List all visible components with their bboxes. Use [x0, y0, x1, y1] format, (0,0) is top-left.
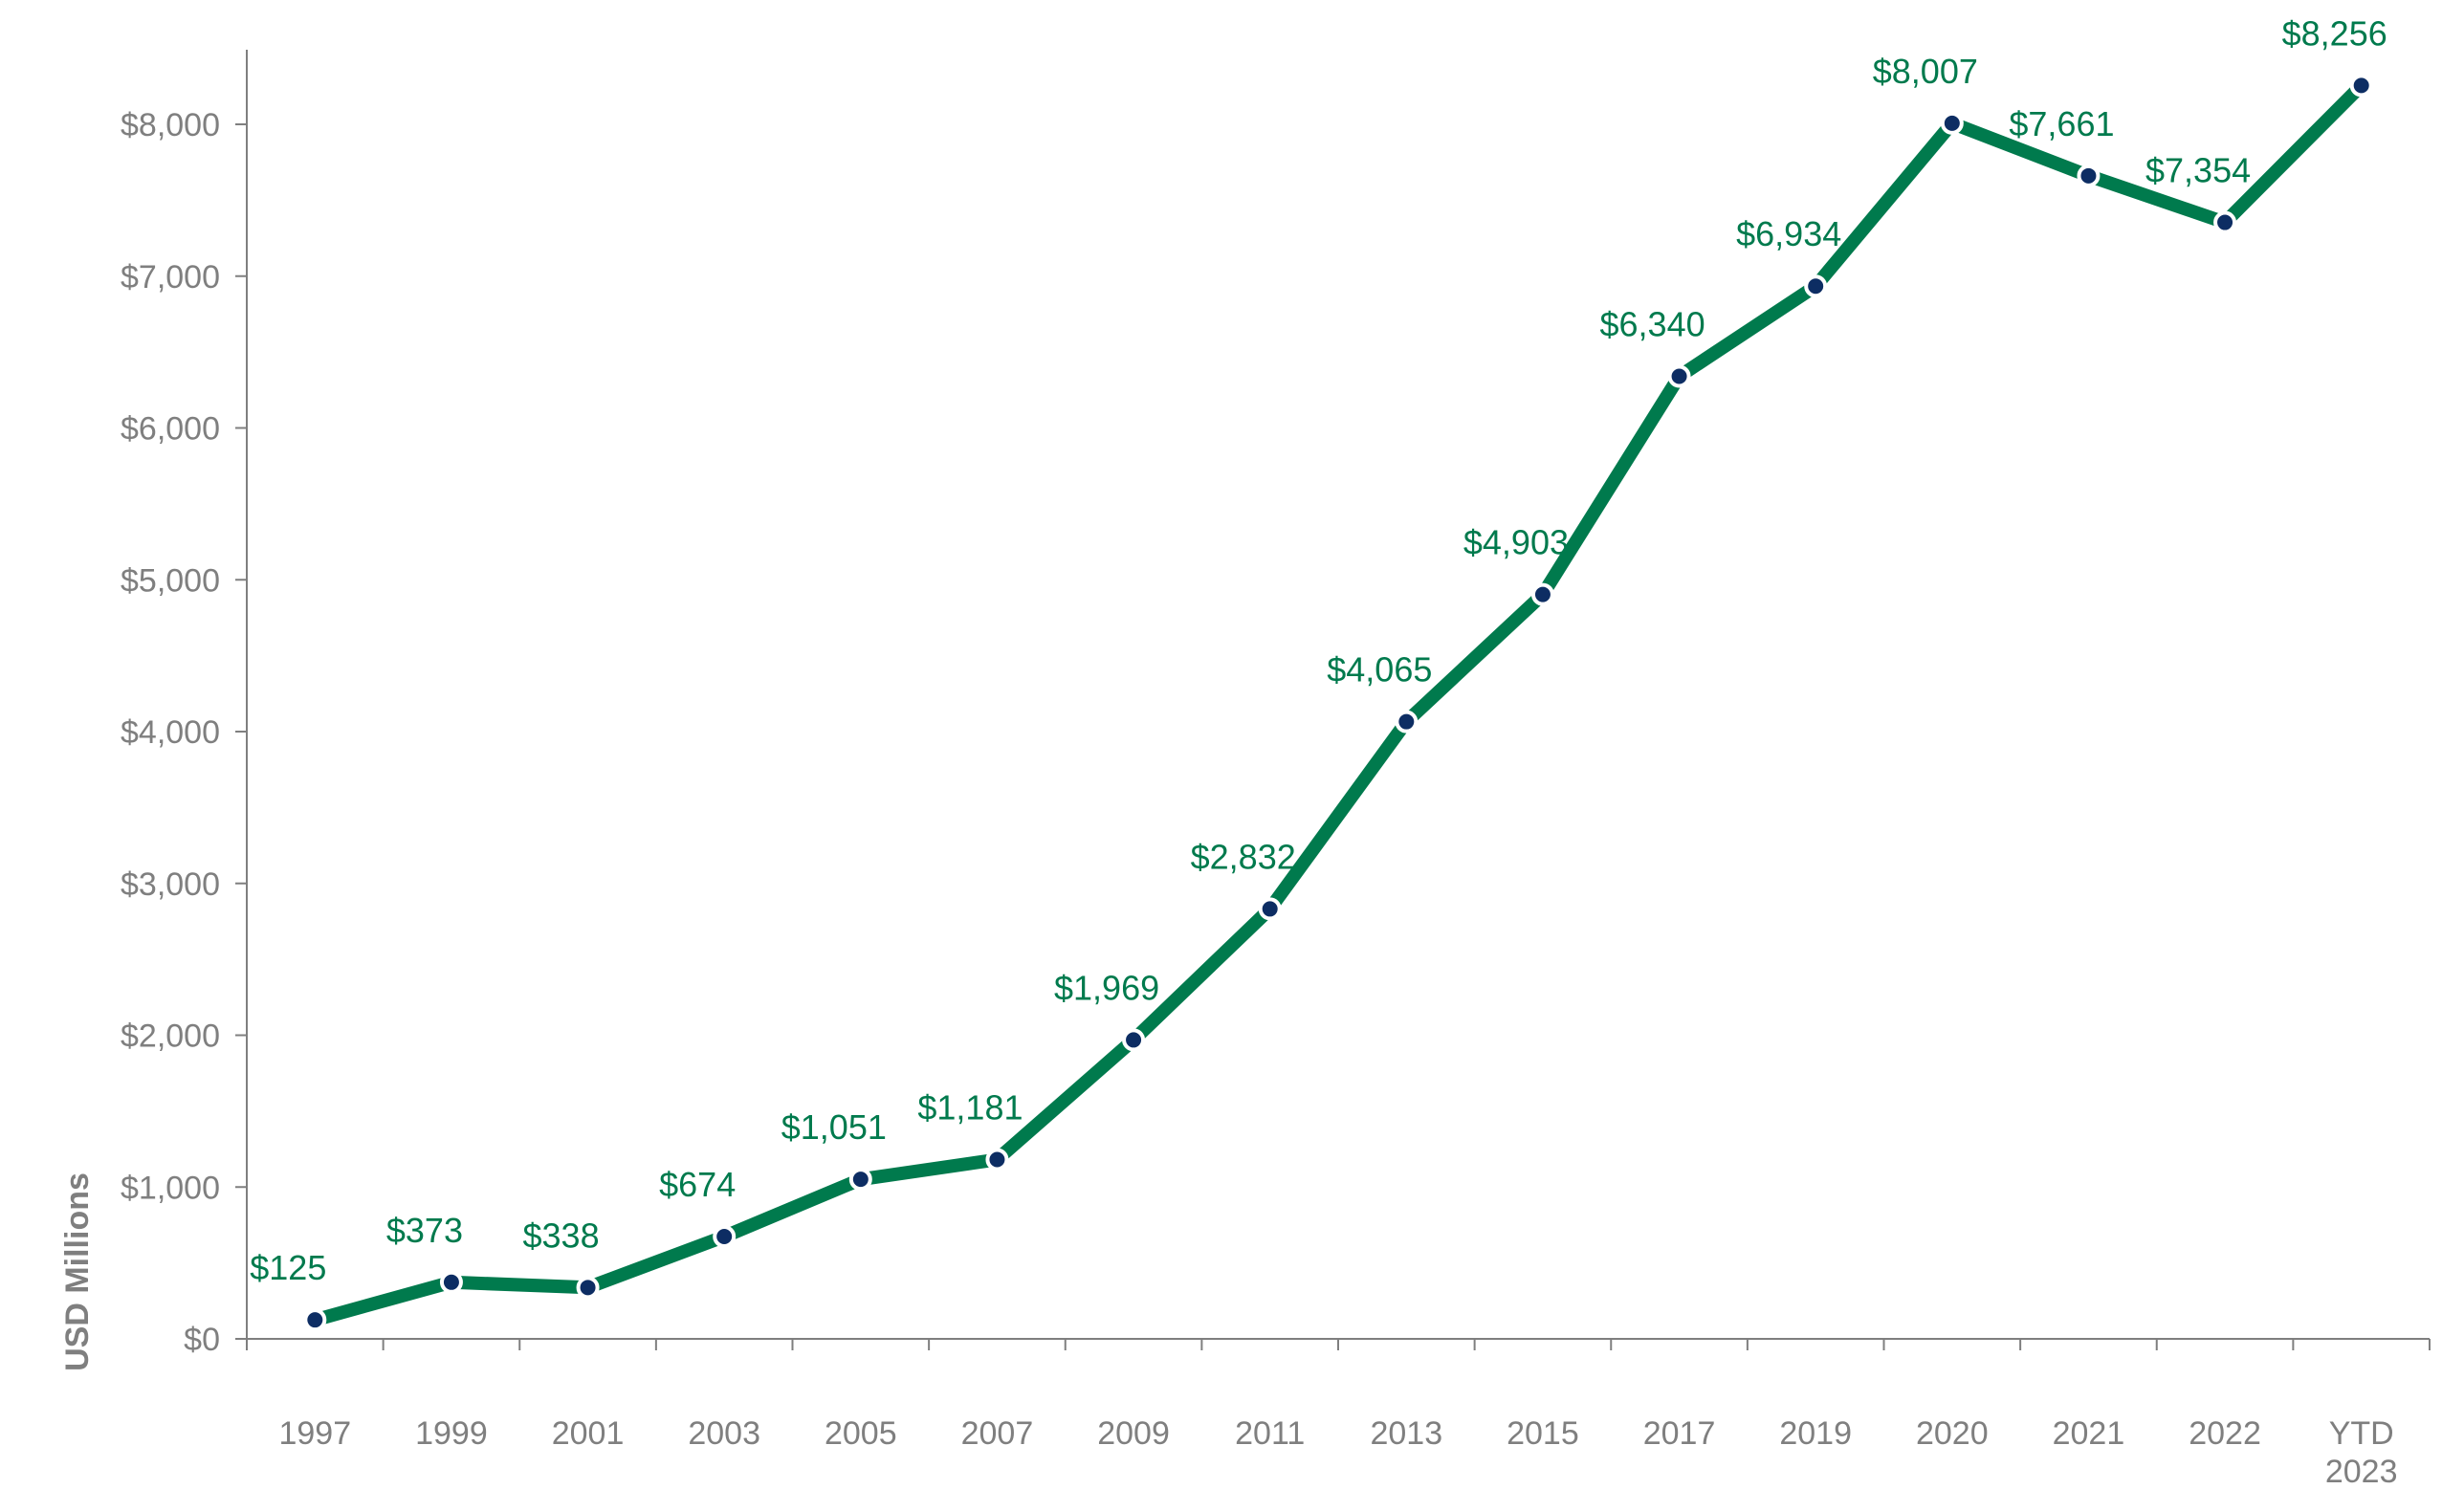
x-tick-label-line: 2015: [1507, 1415, 1579, 1452]
x-tick-label-line: 2020: [1916, 1415, 1989, 1452]
data-point: [576, 1276, 600, 1300]
data-point: [985, 1148, 1009, 1172]
data-label: $6,340: [1600, 305, 1705, 344]
data-label: $7,661: [2009, 104, 2114, 143]
x-tick-label: 2021: [2053, 1415, 2125, 1452]
x-tick-label-line: 2005: [825, 1415, 897, 1452]
x-tick-label: 2019: [1779, 1415, 1852, 1452]
data-point: [2349, 74, 2373, 98]
x-tick-label-line: YTD: [2329, 1415, 2394, 1452]
y-axis: $0 $1,000 $2,000 $3,000 $4,000 $5,000 $6,000 $7…: [121, 50, 248, 1358]
data-label: $2,832: [1191, 837, 1296, 876]
x-tick-label: YTD 2023: [2325, 1415, 2398, 1490]
data-label: $8,256: [2282, 13, 2387, 53]
data-label: $125: [250, 1248, 326, 1287]
data-label: $1,051: [781, 1107, 887, 1147]
data-point: [713, 1225, 737, 1249]
data-point: [1940, 111, 1964, 135]
x-tick-label-line: 2022: [2189, 1415, 2261, 1452]
data-label: $1,969: [1054, 968, 1159, 1007]
data-point: [1395, 710, 1419, 734]
x-tick-label-line: 2021: [2053, 1415, 2125, 1452]
y-tick-label: $6,000: [121, 411, 220, 448]
x-tick-label-line: 2001: [552, 1415, 625, 1452]
data-label: $6,934: [1736, 214, 1841, 253]
y-tick-label: $7,000: [121, 259, 220, 296]
x-tick-label-line: 2023: [2325, 1454, 2398, 1490]
data-point: [2077, 164, 2101, 187]
x-tick-label: 2015: [1507, 1415, 1579, 1452]
y-axis-title: USD Millions: [59, 1172, 96, 1371]
data-label: $674: [659, 1165, 736, 1204]
x-tick-label: 2005: [825, 1415, 897, 1452]
x-tick-label-line: 2013: [1370, 1415, 1442, 1452]
x-tick-label-line: 2007: [961, 1415, 1034, 1452]
data-label: $1,181: [917, 1088, 1023, 1128]
data-label: $4,903: [1463, 523, 1569, 562]
x-tick-label: 1999: [415, 1415, 488, 1452]
x-tick-label: 2011: [1235, 1415, 1305, 1452]
data-labels: $125 $373 $338 $674 $1,051 $1,181 $1,969 $2,832…: [250, 13, 2387, 1287]
y-tick-label: $1,000: [121, 1170, 220, 1206]
x-tick-label: 1997: [278, 1415, 351, 1452]
x-tick-label: 2013: [1370, 1415, 1442, 1452]
x-tick-label: 2003: [688, 1415, 760, 1452]
x-tick-label-line: 1999: [415, 1415, 488, 1452]
data-point: [848, 1168, 872, 1192]
x-tick-label: 2017: [1643, 1415, 1716, 1452]
data-label: $373: [386, 1211, 463, 1250]
y-tick-label: $0: [184, 1322, 220, 1358]
x-tick-label: 2020: [1916, 1415, 1989, 1452]
y-tick-label: $3,000: [121, 866, 220, 903]
x-tick-label-line: 2009: [1097, 1415, 1170, 1452]
data-label: $8,007: [1873, 52, 1978, 91]
data-point: [1667, 364, 1691, 388]
x-tick-label-line: 2011: [1235, 1415, 1305, 1452]
data-point: [1122, 1028, 1146, 1052]
data-point: [303, 1308, 327, 1332]
x-tick-label: 2001: [552, 1415, 625, 1452]
x-tick-label-line: 1997: [278, 1415, 351, 1452]
data-point: [439, 1270, 463, 1294]
x-tick-label: 2009: [1097, 1415, 1170, 1452]
data-label: $4,065: [1327, 650, 1432, 690]
data-point: [2213, 210, 2237, 234]
x-tick-label: 2007: [961, 1415, 1034, 1452]
data-point: [1530, 582, 1554, 606]
x-axis: 1997 1999 2001 2003 2005 2007 2009 2011 2013 2015…: [246, 1338, 2431, 1490]
x-tick-label-line: 2003: [688, 1415, 760, 1452]
series-group: [303, 74, 2373, 1332]
y-tick-label: $4,000: [121, 714, 220, 751]
data-point: [1804, 274, 1828, 298]
data-label: $338: [523, 1215, 600, 1255]
x-tick-label-line: 2017: [1643, 1415, 1716, 1452]
y-tick-label: $8,000: [121, 107, 220, 143]
y-tick-label: $2,000: [121, 1018, 220, 1055]
x-tick-label: 2022: [2189, 1415, 2261, 1452]
data-label: $7,354: [2145, 151, 2251, 190]
series-line: [308, 78, 2368, 1327]
x-tick-label-line: 2019: [1779, 1415, 1852, 1452]
y-tick-label: $5,000: [121, 562, 220, 599]
data-point: [1258, 897, 1282, 921]
